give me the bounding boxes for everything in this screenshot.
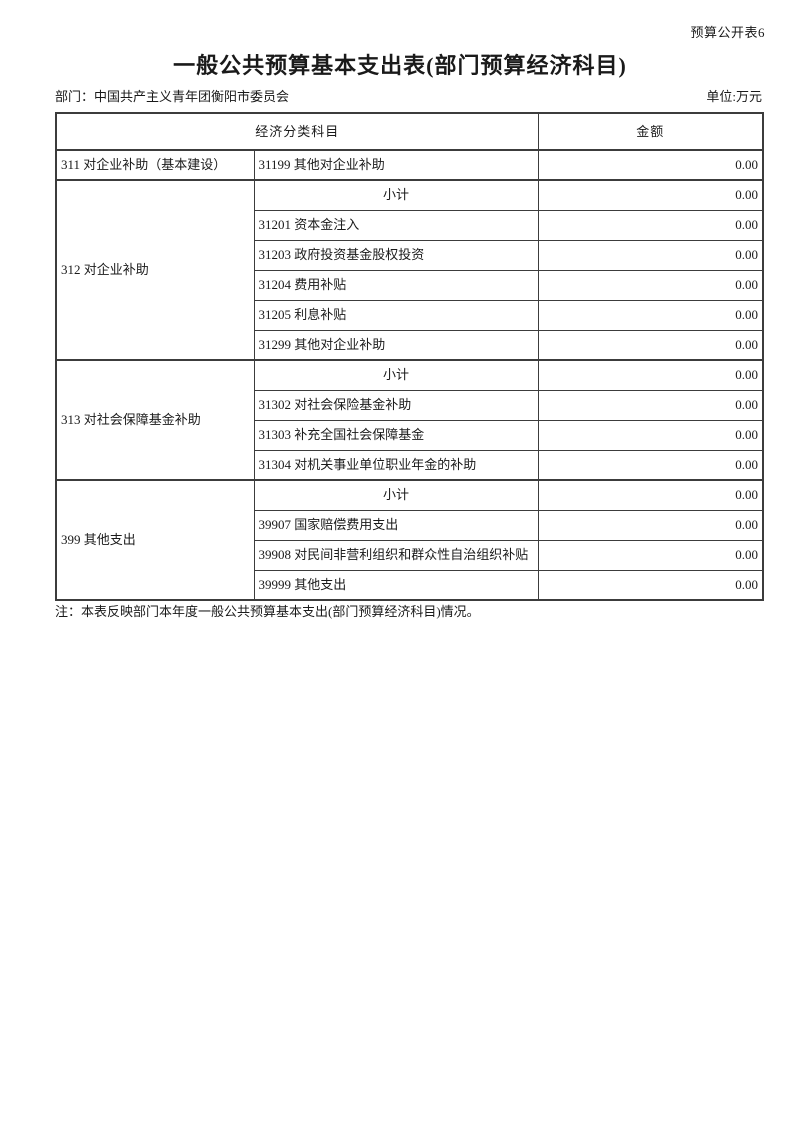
table-row: 311 对企业补助（基本建设） 31199 其他对企业补助 0.00	[55, 149, 764, 181]
amount-cell: 0.00	[537, 449, 764, 481]
amount-cell: 0.00	[537, 359, 764, 391]
amount-cell: 0.00	[537, 239, 764, 271]
amount-cell: 0.00	[537, 209, 764, 241]
item-cell: 31201 资本金注入	[253, 209, 539, 241]
amount-cell: 0.00	[537, 569, 764, 601]
table-row: 31203 政府投资基金股权投资 0.00	[56, 239, 764, 271]
item-cell: 31199 其他对企业补助	[253, 149, 539, 181]
amount-cell: 0.00	[537, 269, 764, 301]
category-cell: 313 对社会保障基金补助	[55, 359, 255, 481]
column-header-amount: 金额	[537, 112, 764, 151]
column-header-subject: 经济分类科目	[55, 112, 539, 151]
table-row: 399 其他支出 小计 0.00	[55, 479, 764, 601]
item-cell: 31304 对机关事业单位职业年金的补助	[253, 449, 539, 481]
item-cell: 39908 对民间非营利组织和群众性自治组织补贴	[253, 539, 539, 571]
amount-cell: 0.00	[537, 149, 764, 181]
item-cell: 39907 国家赔偿费用支出	[253, 509, 539, 541]
table-row: 31205 利息补贴 0.00	[56, 299, 764, 331]
category-cell: 399 其他支出	[55, 479, 255, 601]
table-row: 39999 其他支出 0.00	[56, 569, 764, 601]
item-cell: 31205 利息补贴	[253, 299, 539, 331]
category-cell: 311 对企业补助（基本建设）	[55, 149, 255, 181]
table-row: 31302 对社会保险基金补助 0.00	[56, 389, 764, 421]
item-cell: 31303 补充全国社会保障基金	[253, 419, 539, 451]
page-title: 一般公共预算基本支出表(部门预算经济科目)	[173, 53, 627, 78]
amount-cell: 0.00	[537, 509, 764, 541]
table-row: 313 对社会保障基金补助 小计 0.00	[55, 359, 764, 481]
unit-label: 单位:万元	[706, 89, 762, 104]
amount-cell: 0.00	[537, 329, 764, 361]
table-row: 31299 其他对企业补助 0.00	[56, 329, 764, 361]
subtotal-cell: 小计	[253, 479, 539, 511]
table-row: 31201 资本金注入 0.00	[56, 209, 764, 241]
doc-sheet-number: 预算公开表6	[690, 25, 765, 40]
table-row: 31304 对机关事业单位职业年金的补助 0.00	[56, 449, 764, 481]
amount-cell: 0.00	[537, 539, 764, 571]
item-cell: 31203 政府投资基金股权投资	[253, 239, 539, 271]
footnote: 注：本表反映部门本年度一般公共预算基本支出(部门预算经济科目)情况。	[55, 604, 480, 619]
amount-cell: 0.00	[537, 479, 764, 511]
subtotal-cell: 小计	[253, 359, 539, 391]
amount-cell: 0.00	[537, 299, 764, 331]
budget-table-body: 311 对企业补助（基本建设） 31199 其他对企业补助 0.00 312 对企业补…	[55, 149, 764, 601]
header-row: 经济分类科目 金额	[55, 112, 764, 151]
budget-table: 经济分类科目 金额 311 对企业补助（基本建设） 31199 其他对企业补助 0.…	[55, 112, 765, 601]
item-cell: 31302 对社会保险基金补助	[253, 389, 539, 421]
item-cell: 31204 费用补贴	[253, 269, 539, 301]
amount-cell: 0.00	[537, 389, 764, 421]
table-row: 31303 补充全国社会保障基金 0.00	[56, 419, 764, 451]
meta-row: 部门：中国共产主义青年团衡阳市委员会 单位:万元	[55, 86, 762, 105]
amount-cell: 0.00	[537, 179, 764, 211]
table-row: 312 对企业补助 小计 0.00	[55, 179, 764, 361]
item-cell: 31299 其他对企业补助	[253, 329, 539, 361]
item-cell: 39999 其他支出	[253, 569, 539, 601]
department-label: 部门：中国共产主义青年团衡阳市委员会	[55, 89, 290, 104]
table-row: 39907 国家赔偿费用支出 0.00	[56, 509, 764, 541]
budget-table-header: 经济分类科目 金额	[55, 112, 764, 151]
category-cell: 312 对企业补助	[55, 179, 255, 361]
table-row: 39908 对民间非营利组织和群众性自治组织补贴 0.00	[56, 539, 764, 571]
table-row: 31204 费用补贴 0.00	[56, 269, 764, 301]
subtotal-cell: 小计	[253, 179, 539, 211]
amount-cell: 0.00	[537, 419, 764, 451]
